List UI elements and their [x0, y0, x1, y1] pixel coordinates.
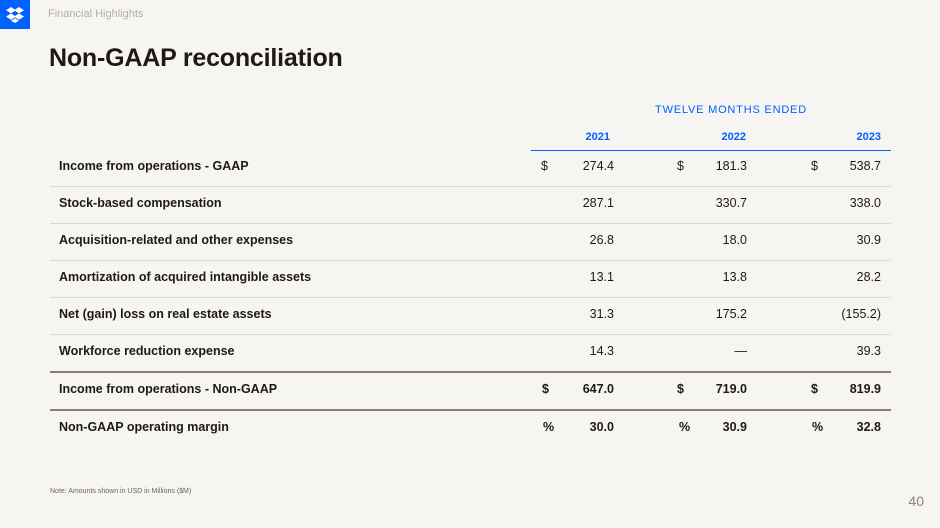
currency-symbol: $ [541, 159, 548, 173]
percent-symbol: % [543, 420, 555, 434]
row-label: Net (gain) loss on real estate assets [59, 307, 272, 321]
table-row: Acquisition-related and other expenses 2… [50, 224, 891, 261]
value-2023: 819.9 [849, 382, 881, 396]
value-2022: — [734, 344, 748, 358]
dropbox-logo [0, 0, 30, 29]
value-2023: 338.0 [849, 196, 881, 210]
percent-symbol: % [679, 420, 691, 434]
row-label: Income from operations - GAAP [59, 159, 249, 173]
year-2022: 2022 [721, 131, 746, 143]
section-label: Financial Highlights [48, 8, 144, 20]
row-label: Amortization of acquired intangible asse… [59, 270, 312, 284]
table-row-margin: Non-GAAP operating margin % 30.0 % 30.9 … [50, 411, 891, 449]
row-label: Workforce reduction expense [59, 344, 235, 358]
row-label: Stock-based compensation [59, 196, 222, 210]
value-2022: 719.0 [715, 382, 747, 396]
value-2021: 647.0 [582, 382, 614, 396]
value-2022: 30.9 [722, 420, 747, 434]
value-2021: 13.1 [589, 270, 614, 284]
row-label: Income from operations - Non-GAAP [59, 382, 278, 396]
value-2023: 39.3 [856, 344, 881, 358]
currency-symbol: $ [811, 382, 818, 396]
row-label: Acquisition-related and other expenses [59, 233, 294, 247]
percent-symbol: % [812, 420, 824, 434]
table-row: Income from operations - GAAP $ 274.4 $ … [50, 150, 891, 187]
value-2022: 13.8 [722, 270, 747, 284]
value-2023: (155.2) [841, 307, 881, 321]
table-row: Workforce reduction expense 14.3 — 39.3 [50, 335, 891, 373]
period-header: TWELVE MONTHS ENDED [655, 104, 807, 116]
currency-symbol: $ [811, 159, 818, 173]
value-2021: 14.3 [589, 344, 614, 358]
dropbox-icon [6, 6, 24, 23]
value-2022: 18.0 [722, 233, 747, 247]
footnote: Note: Amounts shown in USD in Millions (… [50, 488, 192, 495]
year-header-row: 2021 2022 2023 [531, 126, 891, 151]
value-2021: 31.3 [589, 307, 614, 321]
reconciliation-table: Income from operations - GAAP $ 274.4 $ … [50, 150, 891, 449]
table-row: Net (gain) loss on real estate assets 31… [50, 298, 891, 335]
value-2021: 287.1 [582, 196, 614, 210]
year-2023: 2023 [856, 131, 881, 143]
value-2021: 30.0 [589, 420, 614, 434]
table-row: Amortization of acquired intangible asse… [50, 261, 891, 298]
value-2023: 30.9 [856, 233, 881, 247]
value-2023: 538.7 [849, 159, 881, 173]
value-2023: 28.2 [856, 270, 881, 284]
value-2022: 175.2 [715, 307, 747, 321]
page-number: 40 [908, 493, 924, 509]
year-2021: 2021 [585, 131, 610, 143]
table-row: Stock-based compensation 287.1 330.7 338… [50, 187, 891, 224]
value-2023: 32.8 [856, 420, 881, 434]
table-row-subtotal: Income from operations - Non-GAAP $ 647.… [50, 373, 891, 411]
value-2022: 330.7 [715, 196, 747, 210]
value-2021: 274.4 [582, 159, 614, 173]
currency-symbol: $ [677, 382, 684, 396]
value-2022: 181.3 [715, 159, 747, 173]
row-label: Non-GAAP operating margin [59, 420, 229, 434]
value-2021: 26.8 [589, 233, 614, 247]
currency-symbol: $ [677, 159, 684, 173]
currency-symbol: $ [542, 382, 549, 396]
page-title: Non-GAAP reconciliation [49, 44, 343, 72]
